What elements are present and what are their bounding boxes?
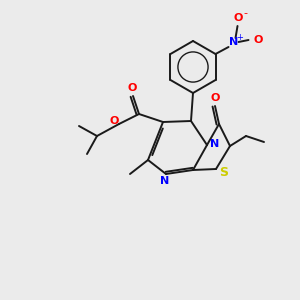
Text: O: O [109,116,119,126]
Text: N: N [210,139,220,149]
Text: N: N [160,176,169,186]
Text: -: - [244,8,248,18]
Text: O: O [254,35,263,45]
Text: S: S [220,166,229,178]
Text: O: O [210,93,220,103]
Text: +: + [236,32,243,41]
Text: O: O [234,13,243,23]
Text: N: N [229,37,238,47]
Text: O: O [127,83,137,93]
